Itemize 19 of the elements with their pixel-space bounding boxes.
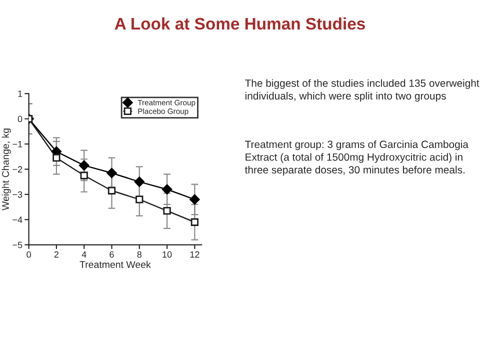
text: The biggest of the studies included 135 overweight individuals, which were split into two groups [245,79,480,102]
y-tick-label: 0 [18,116,22,122]
y-axis-title: Weight Change, kg [2,128,11,210]
x-tick-label: 10 [162,251,172,258]
y-tick-label: 1 [18,90,22,97]
x-tick-label: 2 [54,251,59,258]
y-tick-label: −3 [12,191,22,198]
x-axis-title: Treatment Week [80,260,151,268]
x-tick-label: 12 [190,251,200,258]
x-tick-label: 0 [26,251,31,258]
x-tick-label: 6 [110,251,114,258]
y-tick-label: −5 [12,242,22,248]
y-tick-label: −2 [12,166,22,172]
x-tick-label: 8 [137,251,142,258]
y-tick-label: −1 [12,141,22,148]
y-tick-label: −4 [12,216,22,223]
text: Treatment group: 3 grams of Garcinia Cambogia Extract (a total of 1500mg Hydroxycitric acid) in three separate doses, 30 minutes before meals. [244,140,468,176]
x-tick-label: 4 [82,251,86,258]
text: A Look at Some Human Studies [114,17,365,30]
